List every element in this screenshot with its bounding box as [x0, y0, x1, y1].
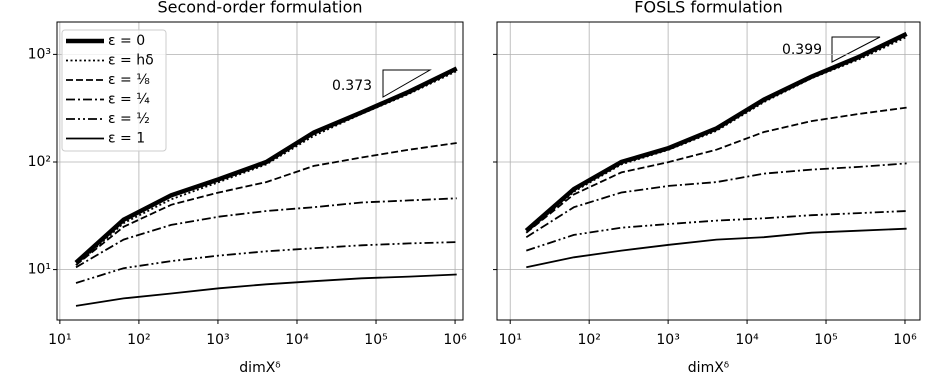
legend-label: ε = 1 [108, 131, 145, 147]
annotation: 0.399 [782, 42, 822, 58]
x-tick-label: 10⁴ [285, 332, 309, 348]
slope-triangle [382, 69, 432, 98]
x-axis-label: dimXᵟ [239, 360, 280, 376]
x-tick-label: 10⁵ [814, 332, 837, 348]
data-line [74, 66, 458, 265]
legend-label: ε = ¼ [108, 92, 150, 108]
y-tick-label: 10² [28, 154, 51, 170]
slope-triangle [831, 36, 881, 63]
data-line [75, 273, 457, 307]
x-tick-label: 10⁵ [364, 332, 387, 348]
data-line [525, 36, 907, 234]
data-line [75, 142, 457, 266]
plot-frame [496, 21, 921, 321]
x-tick-label: 10³ [656, 332, 679, 348]
data-line [75, 197, 457, 269]
legend-label: ε = ⅛ [108, 72, 150, 88]
x-tick-label: 10⁶ [443, 332, 467, 348]
x-tick-label: 10² [577, 332, 600, 348]
x-tick-label: 10¹ [499, 332, 522, 348]
y-tick-label: 10¹ [28, 262, 51, 278]
legend-label: ε = 0 [108, 33, 145, 49]
chart-title: FOSLS formulation [634, 0, 782, 17]
x-tick-label: 10⁶ [893, 332, 917, 348]
x-tick-label: 10⁴ [735, 332, 759, 348]
x-tick-label: 10¹ [48, 332, 71, 348]
plot-frame [56, 21, 464, 321]
data-line [525, 162, 907, 238]
data-line [525, 106, 907, 234]
x-tick-label: 10³ [206, 332, 229, 348]
y-tick-label: 10³ [28, 46, 51, 62]
data-line [75, 70, 458, 266]
chart-title: Second-order formulation [157, 0, 362, 17]
legend-box [61, 29, 167, 152]
legend-label: ε = ½ [108, 111, 150, 127]
annotation: 0.373 [332, 78, 372, 94]
data-line [75, 241, 457, 284]
data-line [524, 31, 908, 233]
x-tick-label: 10² [127, 332, 150, 348]
data-line [526, 210, 907, 252]
data-line [526, 227, 907, 269]
legend-label: ε = hδ [108, 53, 154, 69]
x-axis-label: dimXᵟ [688, 360, 729, 376]
